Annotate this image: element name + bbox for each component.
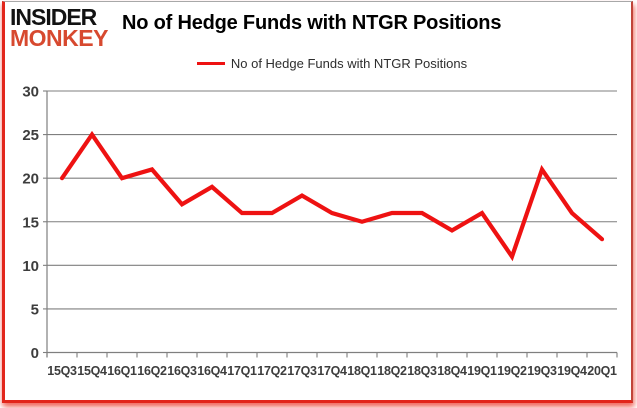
- x-axis-label: 17Q4: [317, 364, 347, 378]
- x-axis-label: 20Q1: [587, 364, 617, 378]
- x-axis-label: 19Q3: [527, 364, 557, 378]
- y-axis-label: 25: [22, 127, 39, 144]
- x-axis-label: 17Q3: [287, 364, 317, 378]
- insider-monkey-logo: INSIDER MONKEY: [10, 4, 120, 51]
- x-axis-label: 19Q2: [497, 364, 527, 378]
- y-axis-label: 30: [22, 84, 39, 101]
- x-axis-label: 18Q1: [347, 364, 377, 378]
- y-axis-label: 20: [22, 171, 39, 188]
- logo-insider-text: INSIDER: [10, 4, 97, 30]
- x-axis-label: 16Q3: [167, 364, 197, 378]
- chart-title: No of Hedge Funds with NTGR Positions: [122, 12, 502, 34]
- x-axis-label: 18Q3: [407, 364, 437, 378]
- y-axis-label: 10: [22, 258, 39, 275]
- y-axis-label: 15: [22, 214, 39, 231]
- x-axis-label: 17Q1: [227, 364, 257, 378]
- x-axis-label: 16Q4: [197, 364, 227, 378]
- x-axis-label: 19Q4: [557, 364, 587, 378]
- x-axis-label: 18Q2: [377, 364, 407, 378]
- y-axis-label: 5: [31, 301, 39, 318]
- x-axis-label: 17Q2: [257, 364, 287, 378]
- x-axis-label: 15Q4: [77, 364, 107, 378]
- x-axis-label: 16Q2: [137, 364, 167, 378]
- chart-legend: No of Hedge Funds with NTGR Positions: [47, 56, 617, 71]
- y-axis-label: 0: [31, 345, 39, 362]
- legend-label: No of Hedge Funds with NTGR Positions: [230, 56, 468, 71]
- logo-monkey-text: MONKEY: [10, 25, 108, 51]
- x-axis-label: 16Q1: [107, 364, 137, 378]
- x-axis-label: 15Q3: [47, 364, 77, 378]
- legend-line-marker: [196, 62, 225, 65]
- x-axis-label: 19Q1: [467, 364, 497, 378]
- x-axis-label: 18Q4: [437, 364, 467, 378]
- series-line: [59, 130, 605, 262]
